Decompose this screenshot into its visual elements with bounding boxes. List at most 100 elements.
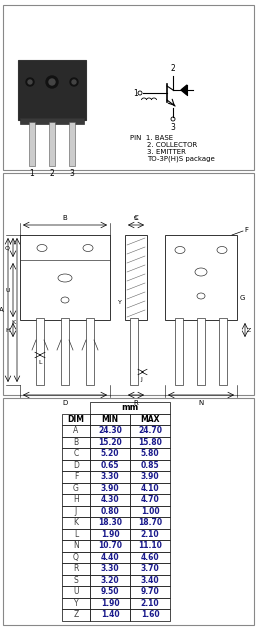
- Text: F: F: [74, 472, 78, 481]
- Bar: [62, 448, 90, 459]
- Bar: [90, 551, 130, 563]
- Bar: [62, 483, 90, 494]
- Bar: [3, 398, 254, 625]
- Text: K: K: [74, 518, 78, 527]
- Text: 9.50: 9.50: [101, 587, 119, 596]
- Bar: [130, 448, 170, 459]
- Bar: [62, 413, 90, 425]
- Text: 4.10: 4.10: [141, 484, 159, 493]
- Text: 1.90: 1.90: [101, 530, 119, 539]
- Circle shape: [70, 78, 78, 86]
- Text: A: A: [0, 307, 4, 313]
- Bar: [3, 173, 254, 395]
- Text: 1: 1: [133, 88, 138, 98]
- Bar: [90, 448, 130, 459]
- Text: R: R: [134, 400, 138, 406]
- Text: 3.70: 3.70: [141, 564, 159, 573]
- Bar: [130, 318, 138, 385]
- Text: B: B: [74, 438, 79, 447]
- Bar: [130, 413, 170, 425]
- Bar: [90, 425, 130, 437]
- Text: N: N: [73, 541, 79, 550]
- Text: H: H: [5, 328, 10, 333]
- Text: 3.90: 3.90: [101, 484, 119, 493]
- Bar: [49, 122, 55, 166]
- Bar: [90, 494, 130, 505]
- Bar: [62, 609, 90, 621]
- Text: 2: 2: [171, 64, 175, 73]
- Bar: [90, 529, 130, 540]
- Text: MAX: MAX: [140, 415, 160, 424]
- Text: U: U: [5, 287, 10, 292]
- Text: 2. COLLECTOR: 2. COLLECTOR: [147, 142, 197, 148]
- Text: D: D: [62, 400, 68, 406]
- Text: TO-3P(H)S package: TO-3P(H)S package: [147, 156, 215, 163]
- Bar: [62, 575, 90, 586]
- Bar: [90, 563, 130, 575]
- Bar: [130, 563, 170, 575]
- Text: Y: Y: [118, 299, 122, 304]
- Bar: [69, 122, 75, 166]
- Bar: [90, 413, 130, 425]
- Text: 3.30: 3.30: [101, 564, 119, 573]
- Bar: [36, 318, 44, 385]
- Bar: [90, 540, 130, 551]
- Text: 18.70: 18.70: [138, 518, 162, 527]
- Bar: [62, 586, 90, 597]
- Text: Z: Z: [247, 328, 251, 333]
- Text: 11.10: 11.10: [138, 541, 162, 550]
- Text: 0.80: 0.80: [101, 507, 119, 516]
- Text: 2.10: 2.10: [141, 598, 159, 608]
- Text: PIN  1. BASE: PIN 1. BASE: [130, 135, 173, 141]
- Bar: [130, 494, 170, 505]
- Text: 10.70: 10.70: [98, 541, 122, 550]
- Bar: [130, 540, 170, 551]
- Bar: [130, 471, 170, 483]
- Bar: [20, 118, 84, 124]
- Text: DIM: DIM: [68, 415, 85, 424]
- Bar: [62, 529, 90, 540]
- Text: 24.30: 24.30: [98, 427, 122, 435]
- Text: 0.85: 0.85: [141, 461, 159, 470]
- Text: MIN: MIN: [102, 415, 118, 424]
- Text: 4.40: 4.40: [101, 553, 119, 562]
- Bar: [18, 60, 86, 120]
- Text: 5.20: 5.20: [101, 449, 119, 458]
- Bar: [90, 459, 130, 471]
- Text: 18.30: 18.30: [98, 518, 122, 527]
- Circle shape: [72, 80, 76, 84]
- Text: F: F: [244, 227, 248, 233]
- Bar: [90, 517, 130, 529]
- Bar: [130, 459, 170, 471]
- Bar: [90, 437, 130, 448]
- Bar: [125, 235, 147, 320]
- Bar: [62, 425, 90, 437]
- Bar: [62, 563, 90, 575]
- Bar: [130, 483, 170, 494]
- Text: S: S: [134, 216, 138, 221]
- Text: A: A: [74, 427, 79, 435]
- Text: mm: mm: [121, 403, 139, 412]
- Bar: [62, 505, 90, 517]
- Bar: [219, 318, 227, 385]
- Text: Q: Q: [5, 245, 10, 250]
- Text: 3: 3: [70, 169, 75, 178]
- Bar: [90, 586, 130, 597]
- Bar: [197, 318, 205, 385]
- Bar: [62, 494, 90, 505]
- Bar: [20, 235, 110, 320]
- Text: 3. EMITTER: 3. EMITTER: [147, 149, 186, 155]
- Bar: [130, 529, 170, 540]
- Bar: [130, 517, 170, 529]
- Bar: [165, 235, 237, 320]
- Text: 1.40: 1.40: [101, 610, 119, 619]
- Bar: [90, 402, 170, 413]
- Text: L: L: [38, 360, 42, 365]
- Bar: [3, 5, 254, 170]
- Text: D: D: [73, 461, 79, 470]
- Text: 1.90: 1.90: [101, 598, 119, 608]
- Bar: [90, 609, 130, 621]
- Text: 3.30: 3.30: [101, 472, 119, 481]
- Circle shape: [49, 79, 55, 85]
- Text: 2.10: 2.10: [141, 530, 159, 539]
